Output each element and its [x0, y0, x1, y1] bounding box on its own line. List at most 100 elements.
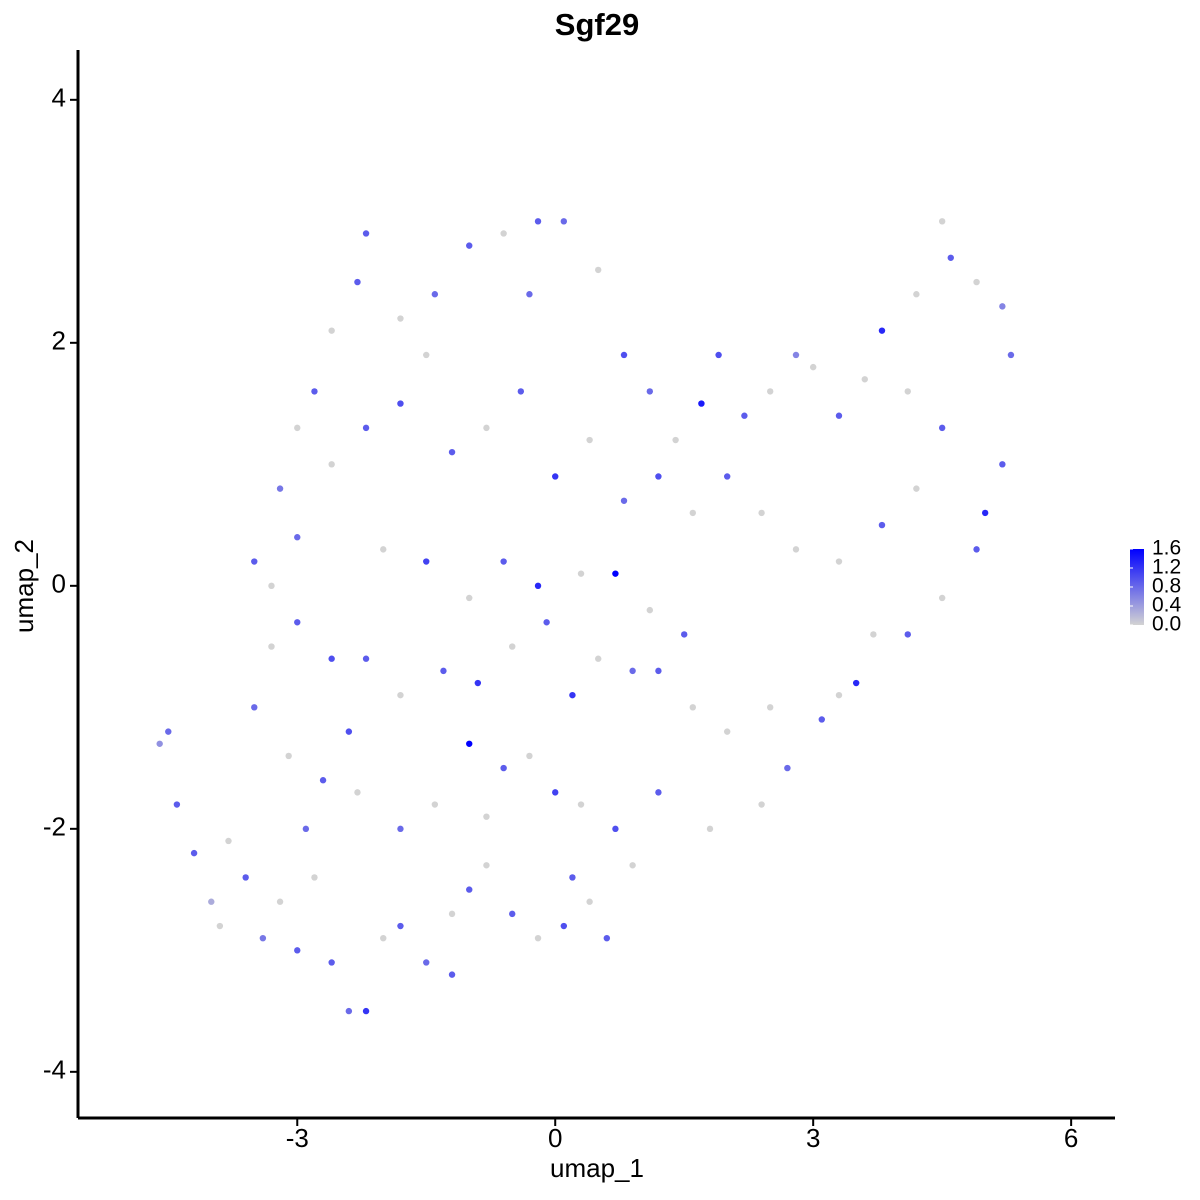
point [294, 947, 301, 954]
point [560, 922, 568, 930]
point [362, 655, 370, 662]
point [509, 910, 516, 918]
point [483, 424, 490, 432]
point [380, 546, 387, 553]
point [328, 655, 335, 662]
point [938, 594, 946, 602]
point [328, 461, 335, 468]
point [466, 594, 473, 602]
point [870, 631, 877, 638]
colorbar-label: 1.6 [1152, 537, 1181, 560]
point [362, 230, 370, 237]
point [620, 497, 628, 504]
point [319, 777, 327, 784]
point [698, 400, 705, 407]
point [362, 1007, 370, 1015]
point [165, 728, 172, 735]
point [689, 509, 697, 517]
point [345, 728, 353, 735]
point [276, 485, 284, 492]
point [766, 704, 774, 711]
x-tick-label: -3 [286, 1123, 309, 1153]
point [784, 764, 791, 772]
point [397, 825, 404, 833]
point [156, 740, 163, 747]
point [852, 679, 860, 687]
point [251, 558, 258, 565]
point [397, 922, 404, 930]
point [904, 631, 911, 638]
point [758, 509, 765, 517]
point [423, 558, 430, 565]
point [809, 363, 817, 371]
x-tick-label: 0 [548, 1123, 562, 1153]
point [655, 473, 662, 480]
point [173, 801, 181, 808]
point [259, 934, 267, 942]
point [397, 400, 404, 407]
point [792, 351, 800, 359]
point [354, 278, 361, 286]
point [646, 606, 654, 614]
point [938, 424, 946, 432]
point [397, 691, 404, 699]
x-tick-label: 6 [1064, 1123, 1078, 1153]
point [526, 752, 533, 760]
point [723, 473, 731, 480]
point [981, 509, 989, 517]
y-tick-label: 2 [52, 326, 66, 356]
point [689, 704, 697, 711]
point [766, 388, 774, 395]
point [268, 582, 275, 590]
point [586, 436, 593, 444]
y-tick-label: -4 [43, 1055, 66, 1085]
point [397, 315, 404, 322]
point [646, 388, 654, 395]
point [268, 643, 275, 650]
point [242, 874, 249, 881]
point [586, 898, 593, 905]
point [216, 922, 224, 930]
colorbar-label: 0.4 [1152, 594, 1182, 617]
point [431, 291, 439, 298]
point [861, 376, 868, 383]
point [723, 728, 731, 735]
point [500, 764, 507, 772]
colorbar-label: 0.8 [1152, 575, 1181, 598]
point [835, 412, 843, 419]
point [629, 862, 636, 869]
point [328, 327, 335, 334]
point [345, 1007, 353, 1015]
colorbar [1130, 549, 1144, 625]
point [612, 570, 619, 577]
point [1007, 351, 1015, 359]
point [878, 327, 886, 334]
point [448, 448, 456, 456]
point [595, 655, 602, 662]
point [294, 534, 301, 541]
point [208, 898, 215, 905]
point [517, 388, 525, 395]
point [818, 716, 825, 723]
x-axis-label: umap_1 [550, 1153, 644, 1183]
point [758, 801, 765, 808]
point [999, 461, 1006, 468]
point [526, 291, 533, 298]
point [973, 546, 980, 553]
point [423, 959, 430, 966]
point [276, 898, 284, 905]
point [534, 582, 542, 590]
point [466, 242, 473, 249]
point [715, 351, 722, 359]
point [595, 266, 602, 274]
point [560, 218, 568, 225]
point [938, 218, 946, 225]
point [380, 934, 387, 942]
point [362, 424, 370, 432]
point [904, 388, 911, 395]
point [448, 971, 456, 978]
point [448, 910, 456, 918]
colorbar-label: 0.0 [1152, 613, 1181, 636]
point [534, 934, 542, 942]
point [569, 691, 576, 699]
